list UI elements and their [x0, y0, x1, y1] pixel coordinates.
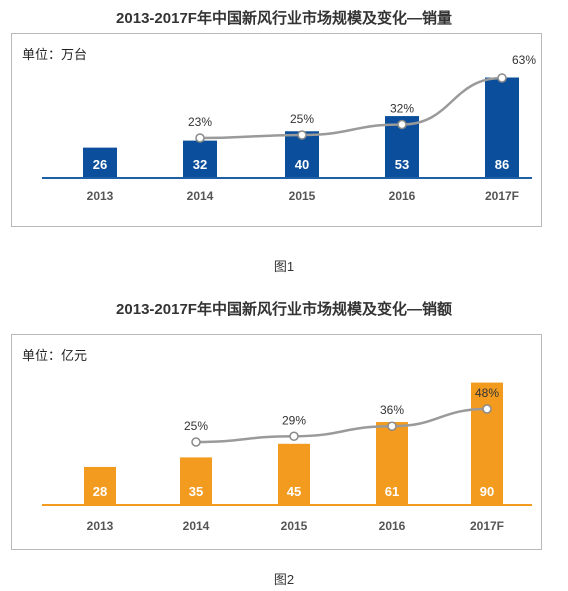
- bar-value-label: 40: [295, 157, 309, 172]
- growth-label: 36%: [380, 403, 404, 417]
- chart-1-frame: 单位：万台 26 32 40 53 86 2013 2014 2015 2016 2017F 23%…: [11, 33, 542, 227]
- growth-line: [195, 407, 488, 444]
- bar-2014: [183, 140, 217, 178]
- growth-label: 29%: [282, 413, 306, 427]
- chart-1-title: 2013-2017F年中国新风行业市场规模及变化—销量: [116, 10, 452, 27]
- growth-label: 63%: [512, 53, 536, 67]
- bar-value-label: 53: [395, 157, 409, 172]
- chart-1-unit-label: 单位：万台: [22, 47, 88, 62]
- bar-value-label: 35: [189, 484, 203, 499]
- x-tick-label: 2014: [183, 519, 210, 533]
- bar-2015: [278, 443, 310, 505]
- bar-value-label: 61: [385, 484, 399, 499]
- growth-point: [289, 431, 299, 442]
- bar-value-label: 26: [93, 157, 107, 172]
- x-tick-label: 2016: [379, 519, 406, 533]
- bar-2013: [83, 147, 117, 178]
- growth-label: 25%: [184, 419, 208, 433]
- bar-value-label: 28: [93, 484, 107, 499]
- bar-2013: [84, 466, 116, 505]
- chart-1-caption: 图1: [273, 259, 295, 274]
- x-tick-label: 2016: [389, 189, 416, 203]
- growth-line: [199, 76, 503, 140]
- x-tick-label: 2015: [281, 519, 308, 533]
- bar-2014: [180, 457, 212, 505]
- chart-2-title: 2013-2017F年中国新风行业市场规模及变化—销额: [116, 301, 452, 318]
- x-tick-label: 2013: [87, 189, 114, 203]
- growth-point: [191, 437, 201, 447]
- growth-point: [482, 404, 492, 414]
- growth-label: 48%: [475, 386, 499, 400]
- chart-1-plot: 26 32 40 53 86 2013 2014 2015 2016 2017F 23% 25% 32%…: [42, 53, 536, 203]
- bar-2017F: [485, 77, 519, 178]
- bar-value-label: 86: [495, 157, 509, 172]
- bar-value-label: 45: [287, 484, 301, 499]
- bar-2017F: [471, 382, 503, 505]
- chart-2-caption: 图2: [273, 572, 295, 587]
- bar-value-label: 90: [480, 484, 494, 499]
- chart-2-frame: 单位：亿元 28 35 45 61 90 2013 2014 2015 2016 2017F 25%…: [11, 334, 542, 550]
- chart-2-unit-label: 单位：亿元: [22, 348, 88, 363]
- x-tick-label: 2014: [187, 189, 214, 203]
- growth-point: [297, 130, 307, 140]
- growth-point: [195, 133, 205, 143]
- growth-point: [397, 119, 407, 130]
- x-tick-label: 2017F: [485, 189, 519, 203]
- x-tick-label: 2015: [289, 189, 316, 203]
- bar-value-label: 32: [193, 157, 207, 172]
- growth-point: [387, 421, 397, 431]
- x-tick-label: 2017F: [470, 519, 504, 533]
- growth-label: 25%: [290, 112, 314, 126]
- growth-label: 23%: [188, 115, 212, 129]
- growth-point: [497, 73, 507, 83]
- bar-2016: [376, 422, 408, 505]
- growth-label: 32%: [390, 102, 414, 116]
- x-tick-label: 2013: [87, 519, 114, 533]
- chart-2-plot: 28 35 45 61 90 2013 2014 2015 2016 2017F 25% 29% 36%…: [42, 382, 532, 533]
